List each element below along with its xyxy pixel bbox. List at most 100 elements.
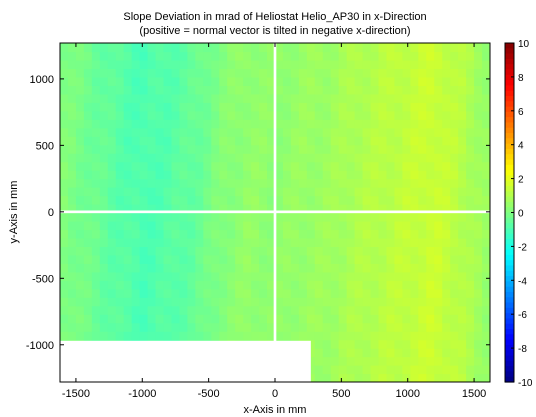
heatmap-cell: [458, 373, 467, 382]
heatmap-cell: [282, 85, 292, 95]
heatmap-cell: [458, 85, 467, 95]
heatmap-cell: [282, 51, 292, 61]
heatmap-cell: [418, 204, 427, 214]
heatmap-cell: [91, 305, 101, 315]
heatmap-cell: [322, 356, 332, 366]
heatmap-cell: [458, 331, 467, 341]
heatmap-cell: [187, 204, 196, 214]
heatmap-cell: [450, 144, 459, 154]
heatmap-cell: [402, 110, 411, 120]
heatmap-cell: [163, 43, 173, 53]
heatmap-cell: [330, 246, 340, 256]
heatmap-cell: [115, 297, 125, 307]
heatmap-cell: [259, 237, 268, 247]
heatmap-cell: [67, 102, 77, 112]
heatmap-cell: [227, 144, 236, 154]
heatmap-cell: [458, 51, 467, 61]
heatmap-cell: [275, 153, 284, 163]
heatmap-cell: [227, 43, 236, 53]
heatmap-cell: [402, 339, 411, 349]
heatmap-cell: [131, 297, 141, 307]
heatmap-cell: [259, 254, 268, 264]
heatmap-cell: [99, 229, 109, 239]
heatmap-cell: [219, 271, 228, 281]
y-tick-label: 500: [36, 140, 54, 152]
heatmap-cell: [322, 102, 332, 112]
heatmap-cell: [147, 43, 157, 53]
heatmap-cell: [115, 93, 125, 103]
heatmap-cell: [306, 170, 316, 180]
heatmap-cell: [410, 51, 419, 61]
heatmap-cell: [314, 246, 324, 256]
heatmap-cell: [394, 51, 403, 61]
heatmap-cell: [418, 288, 427, 298]
heatmap-cell: [330, 220, 340, 231]
heatmap-cell: [75, 187, 85, 197]
heatmap-cell: [203, 85, 212, 95]
heatmap-cell: [235, 314, 244, 324]
heatmap-cell: [267, 43, 276, 53]
heatmap-cell: [171, 161, 181, 171]
heatmap-cell: [330, 102, 340, 112]
heatmap-cell: [434, 76, 443, 86]
heatmap-cell: [442, 254, 451, 264]
heatmap-cell: [402, 348, 411, 358]
heatmap-cell: [83, 254, 93, 264]
heatmap-cell: [83, 297, 93, 307]
heatmap-cell: [322, 339, 332, 349]
heatmap-cell: [482, 51, 490, 61]
heatmap-cell: [306, 153, 316, 163]
heatmap-cell: [458, 102, 467, 112]
heatmap-cell: [83, 204, 93, 214]
heatmap-cell: [346, 170, 356, 180]
heatmap-cell: [163, 102, 173, 112]
heatmap-cell: [442, 204, 451, 214]
heatmap-cell: [322, 43, 332, 53]
heatmap-cell: [171, 153, 181, 163]
heatmap-cell: [60, 178, 69, 188]
heatmap-cell: [482, 43, 490, 53]
heatmap-cell: [450, 110, 459, 120]
heatmap-cell: [91, 136, 101, 146]
heatmap-cell: [147, 263, 157, 273]
heatmap-cell: [267, 127, 276, 137]
heatmap-cell: [306, 373, 316, 382]
heatmap-cell: [211, 136, 220, 146]
heatmap-cell: [259, 204, 268, 214]
heatmap-cell: [386, 212, 396, 222]
heatmap-cell: [298, 212, 308, 222]
heatmap-cell: [394, 93, 403, 103]
heatmap-cell: [83, 178, 93, 188]
heatmap-cell: [410, 161, 419, 171]
heatmap-cell: [251, 110, 260, 120]
heatmap-cell: [386, 59, 396, 70]
heatmap-cell: [410, 263, 419, 273]
heatmap-cell: [67, 68, 77, 78]
heatmap-cell: [67, 331, 77, 341]
heatmap-cell: [211, 119, 220, 129]
heatmap-cell: [187, 331, 196, 341]
heatmap-cell: [394, 43, 403, 53]
heatmap-cell: [107, 204, 117, 214]
heatmap-cell: [155, 161, 165, 171]
colorbar-segment: [505, 74, 514, 81]
heatmap-cell: [354, 51, 364, 61]
heatmap-cell: [91, 85, 101, 95]
heatmap-cell: [91, 280, 101, 290]
heatmap-cell: [394, 212, 403, 222]
heatmap-cell: [354, 178, 364, 188]
heatmap-cell: [107, 161, 117, 171]
colorbar-segment: [505, 302, 514, 309]
heatmap-cell: [426, 365, 435, 375]
heatmap-cell: [171, 263, 181, 273]
heatmap-cell: [267, 254, 276, 264]
heatmap-cell: [60, 136, 69, 146]
heatmap-cell: [67, 314, 77, 324]
heatmap-cell: [211, 110, 220, 120]
heatmap-cell: [60, 76, 69, 86]
heatmap-cell: [482, 339, 490, 349]
heatmap-cell: [346, 288, 356, 298]
heatmap-cell: [306, 76, 316, 86]
heatmap-cell: [338, 187, 348, 197]
heatmap-cell: [378, 127, 388, 137]
